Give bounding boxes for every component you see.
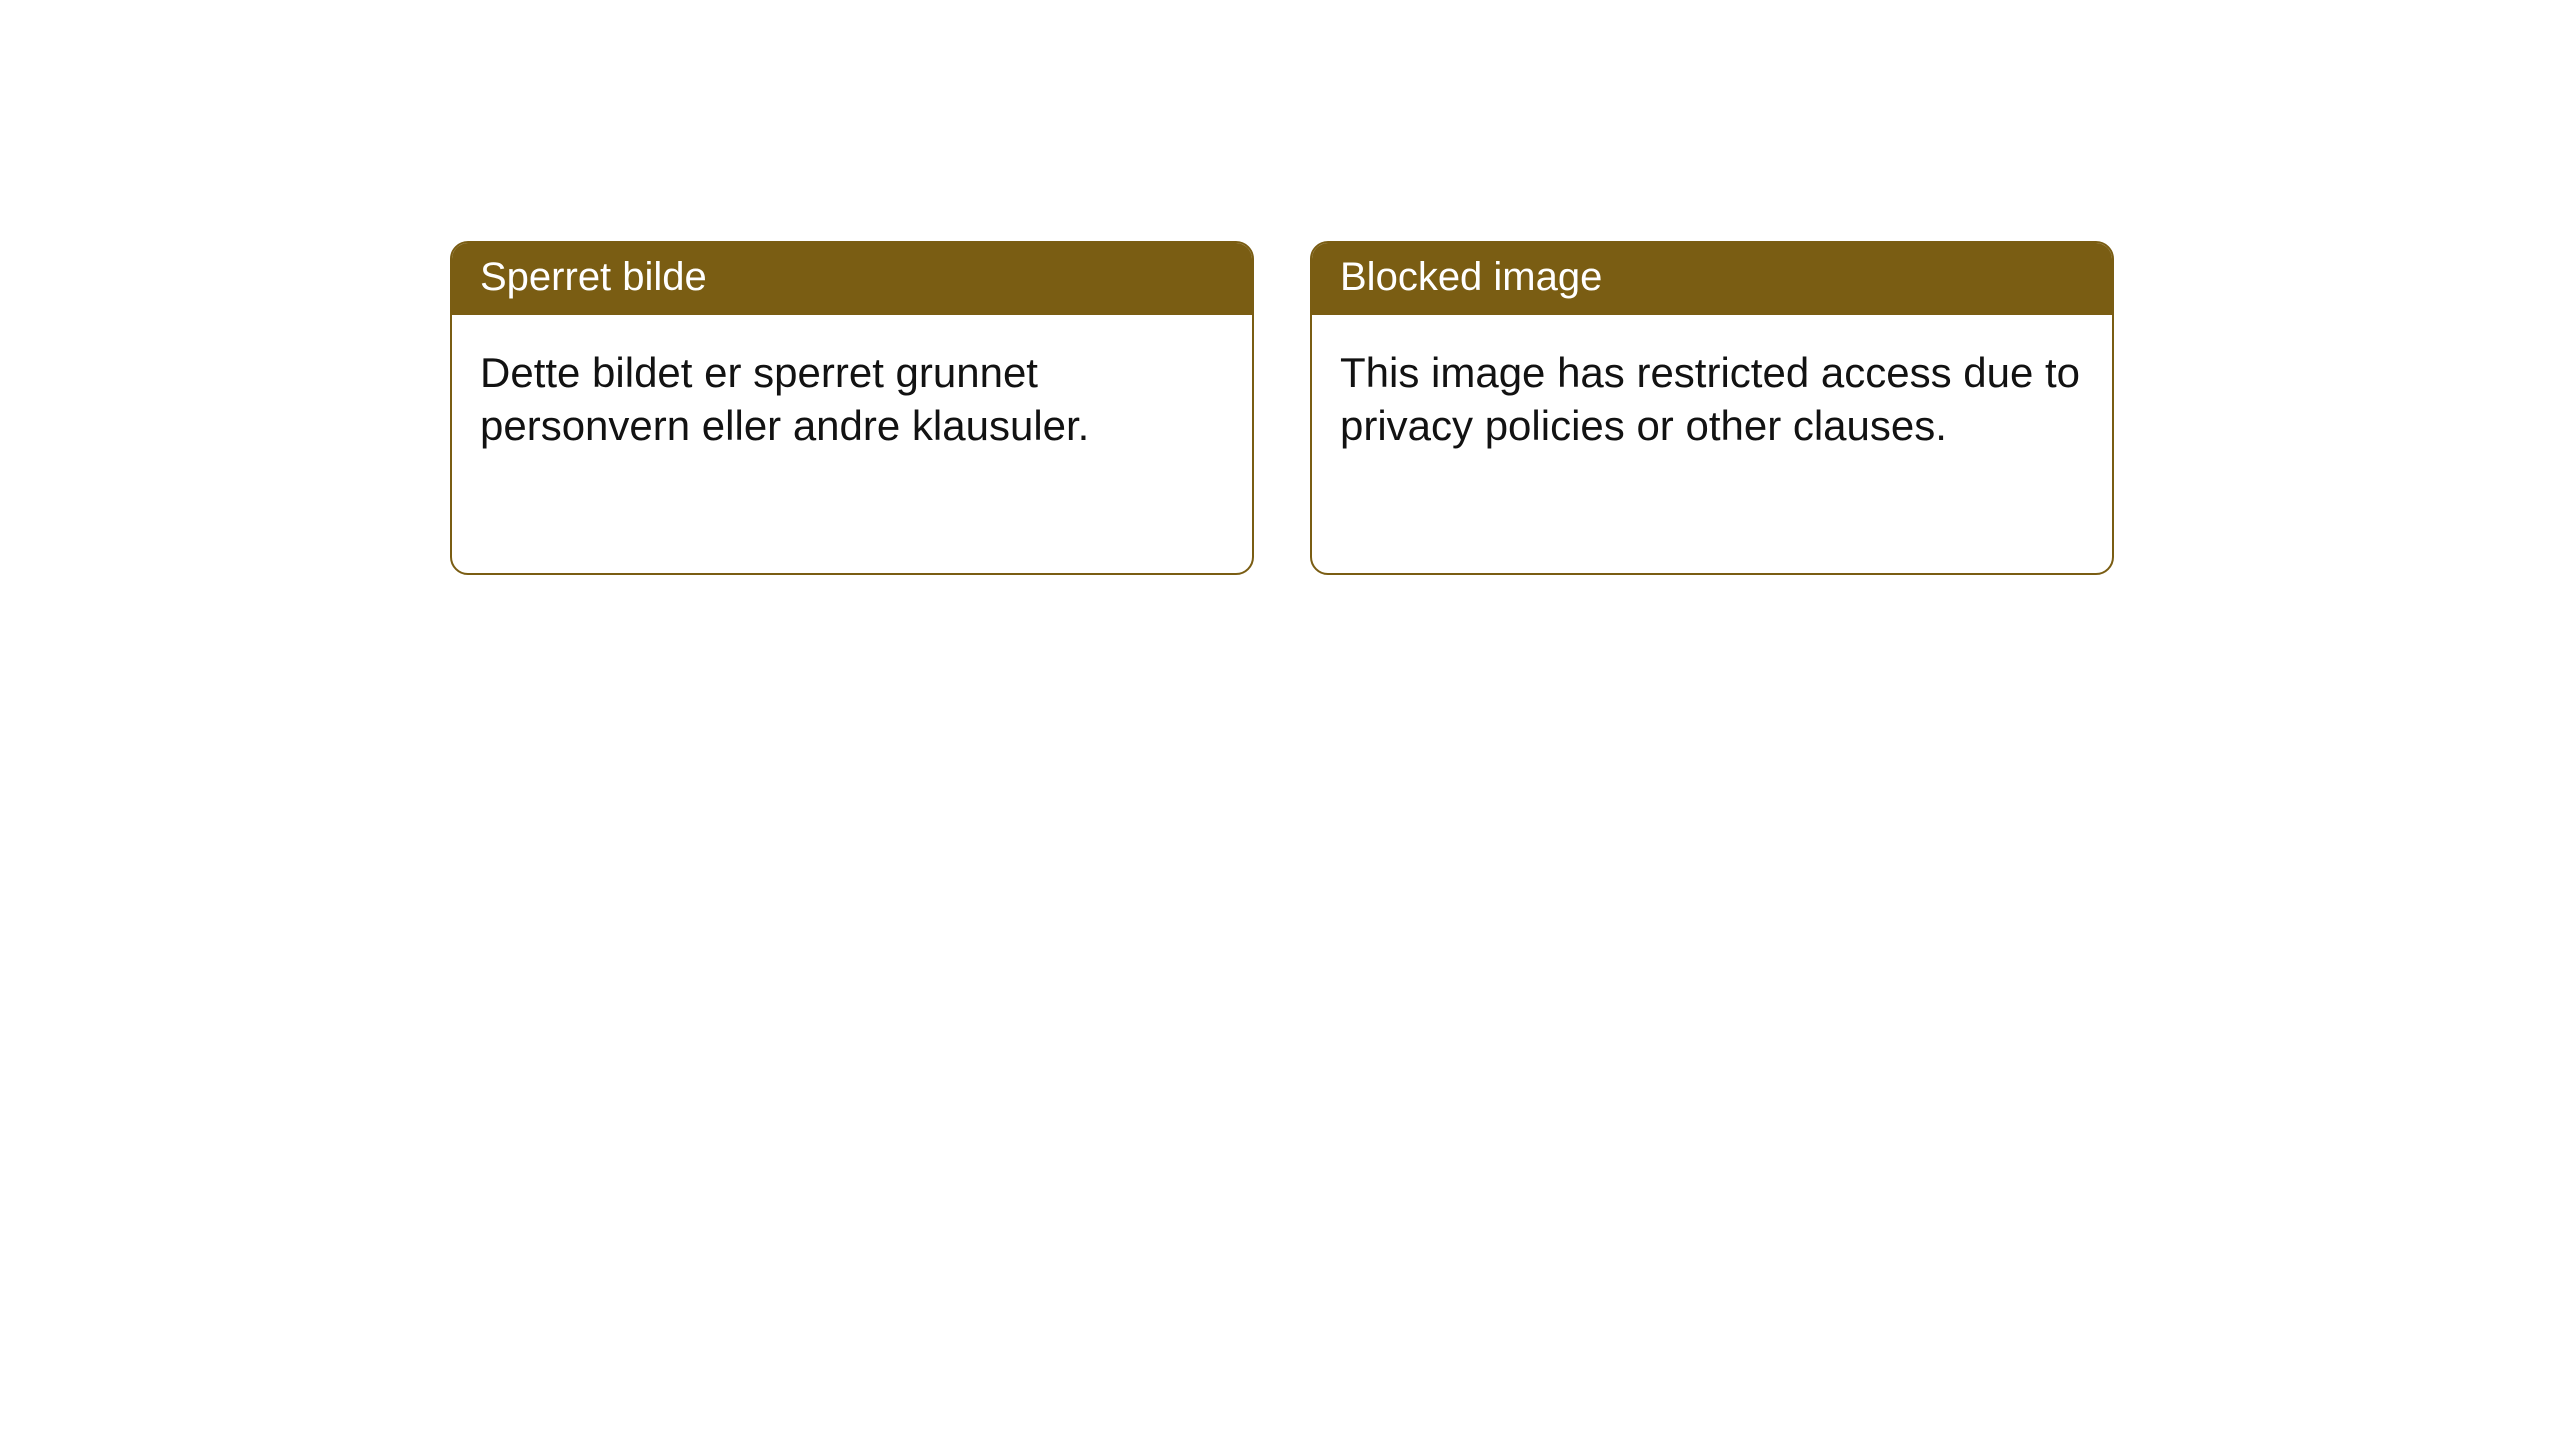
card-title: Sperret bilde <box>452 243 1252 315</box>
notice-card-norwegian: Sperret bilde Dette bildet er sperret gr… <box>450 241 1254 575</box>
card-title: Blocked image <box>1312 243 2112 315</box>
card-body: This image has restricted access due to … <box>1312 315 2112 484</box>
notice-card-english: Blocked image This image has restricted … <box>1310 241 2114 575</box>
card-body: Dette bildet er sperret grunnet personve… <box>452 315 1252 484</box>
notice-cards-container: Sperret bilde Dette bildet er sperret gr… <box>0 0 2560 575</box>
